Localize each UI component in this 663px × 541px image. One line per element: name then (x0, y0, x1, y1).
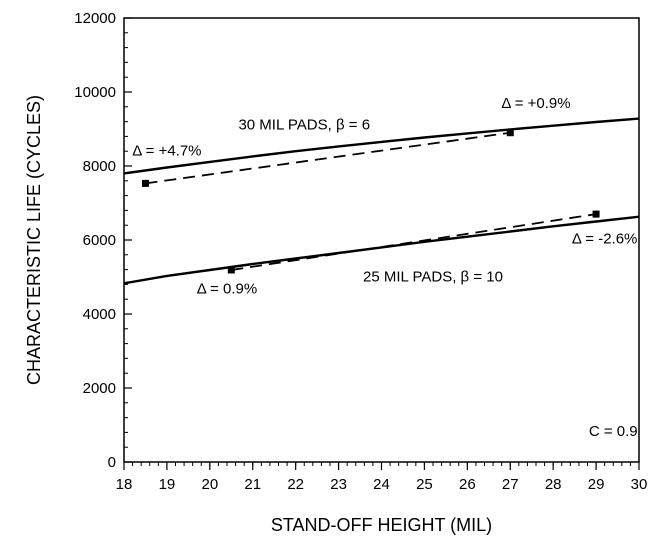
x-tick-label: 20 (201, 476, 218, 493)
data-point-marker (592, 210, 600, 218)
x-tick-label: 29 (588, 476, 605, 493)
annotation-label: Δ = +4.7% (132, 143, 201, 160)
data-point-marker (506, 129, 514, 137)
y-tick-label: 8000 (83, 158, 116, 175)
y-axis-title: CHARACTERISTIC LIFE (CYCLES) (24, 95, 44, 385)
data-point-marker (141, 179, 149, 187)
x-tick-label: 26 (459, 476, 476, 493)
annotation-layer: 30 MIL PADS, β = 6 Δ = +0.9% Δ = +4.7% 25 M… (132, 95, 637, 440)
x-tick-label: 28 (545, 476, 562, 493)
y-tick-label: 10000 (74, 84, 116, 101)
annotation-label: Δ = -2.6% (572, 231, 637, 248)
data-point-marker (227, 266, 235, 274)
annotation-label: C = 0.9 (589, 423, 638, 440)
x-tick-label: 22 (287, 476, 304, 493)
x-tick-label: 30 (631, 476, 648, 493)
x-tick-label: 18 (116, 476, 133, 493)
y-tick-label: 2000 (83, 380, 116, 397)
x-tick-label: 25 (416, 476, 433, 493)
tick-labels: 18 19 20 21 22 23 24 25 26 27 28 29 30 0 2000 4000 6000 8… (74, 10, 647, 493)
annotation-label: 30 MIL PADS, β = 6 (238, 117, 370, 134)
minor-ticks (123, 17, 640, 466)
annotation-label: 25 MIL PADS, β = 10 (363, 268, 503, 285)
dashed-series-line-1 (145, 131, 511, 185)
y-tick-label: 4000 (83, 306, 116, 323)
dashed-series-line-3 (231, 213, 597, 271)
annotation-label: Δ = 0.9% (197, 281, 257, 298)
plot-frame (123, 17, 640, 463)
solid-series-line-0 (123, 117, 640, 175)
series-layer (123, 117, 640, 285)
y-tick-label: 0 (108, 454, 116, 471)
x-tick-label: 23 (330, 476, 347, 493)
major-ticks (123, 17, 640, 470)
x-tick-label: 27 (502, 476, 519, 493)
solid-series-line-2 (123, 215, 640, 285)
y-tick-label: 6000 (83, 232, 116, 249)
x-tick-label: 21 (244, 476, 261, 493)
x-tick-label: 19 (159, 476, 176, 493)
annotation-label: Δ = +0.9% (501, 95, 570, 112)
x-tick-label: 24 (373, 476, 390, 493)
y-tick-label: 12000 (74, 10, 116, 27)
x-axis-title: STAND-OFF HEIGHT (MIL) (271, 515, 492, 535)
